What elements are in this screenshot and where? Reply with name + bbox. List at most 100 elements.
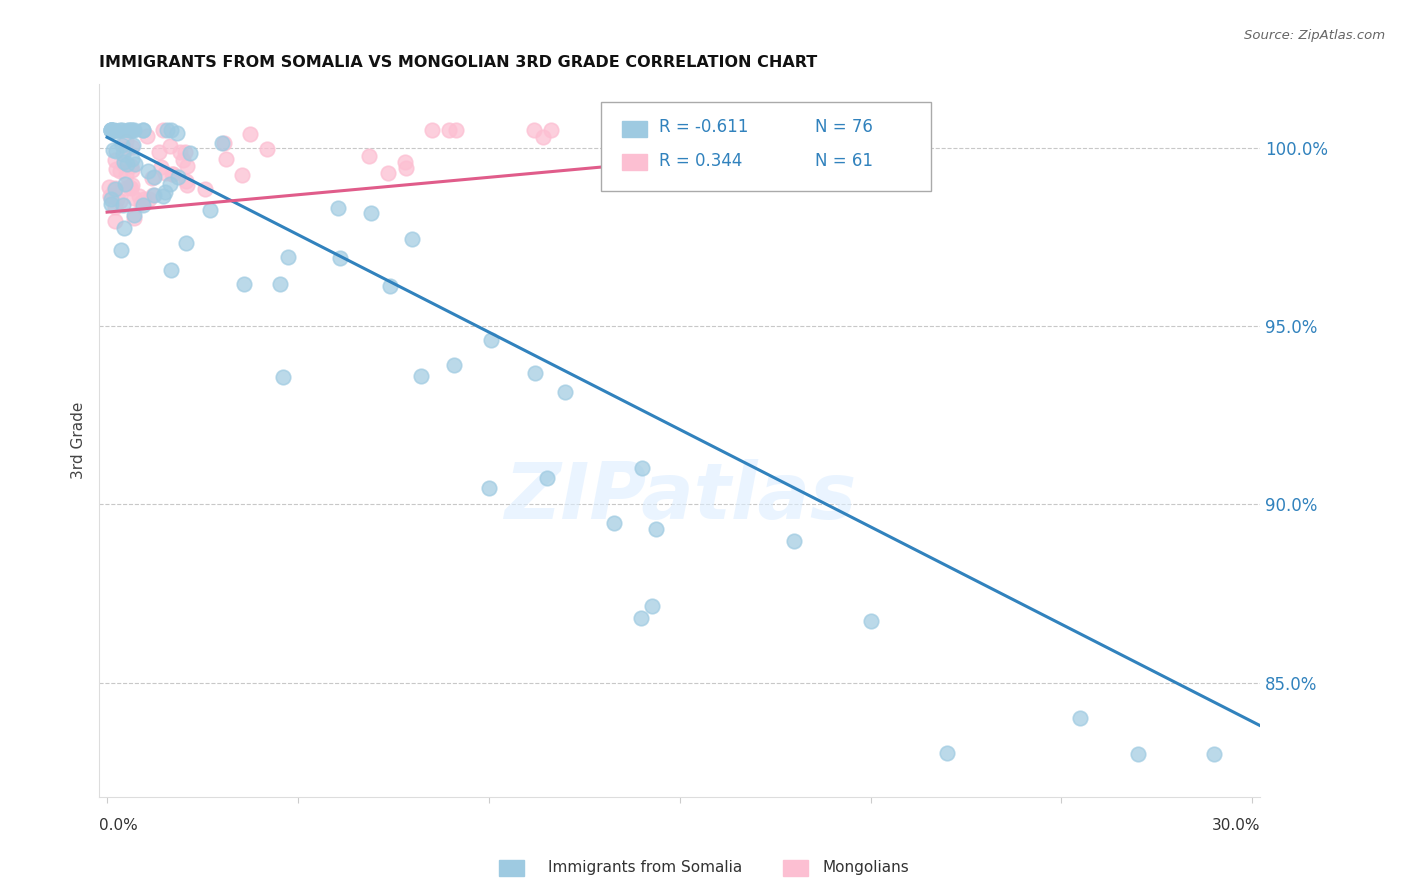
Point xyxy=(103,143,125,157)
Point xyxy=(179,146,201,161)
Point xyxy=(156,123,179,137)
Y-axis label: 3rd Grade: 3rd Grade xyxy=(72,401,86,479)
Point xyxy=(110,243,132,257)
Point xyxy=(115,157,138,171)
Point xyxy=(103,183,125,197)
Point xyxy=(100,196,122,211)
Point xyxy=(641,599,664,613)
Point xyxy=(121,152,143,166)
Point xyxy=(176,235,198,250)
Point xyxy=(101,123,124,137)
Point xyxy=(153,166,176,180)
Point xyxy=(401,232,423,246)
Point xyxy=(377,166,399,180)
Point xyxy=(630,461,652,475)
Point xyxy=(132,123,155,137)
Point xyxy=(174,145,197,159)
Point xyxy=(141,170,163,185)
Point xyxy=(536,471,558,485)
Point xyxy=(328,201,350,215)
Point xyxy=(104,124,127,138)
Point xyxy=(159,139,181,153)
Point xyxy=(160,262,183,277)
Point xyxy=(409,369,432,384)
Point xyxy=(481,333,503,347)
Point xyxy=(1202,747,1225,761)
Point xyxy=(117,123,139,137)
Point xyxy=(233,277,256,291)
Point xyxy=(104,214,127,228)
Point xyxy=(121,123,143,137)
Point xyxy=(176,178,198,192)
Point xyxy=(120,159,142,173)
Point xyxy=(112,155,135,169)
Point xyxy=(100,123,122,137)
Text: N = 61: N = 61 xyxy=(815,152,873,169)
Point xyxy=(104,153,127,168)
Point xyxy=(114,135,136,149)
Point xyxy=(105,193,128,207)
Point xyxy=(100,123,122,137)
Point xyxy=(136,129,159,144)
Point xyxy=(120,181,142,195)
Point xyxy=(523,366,546,380)
Point xyxy=(98,189,121,203)
Point xyxy=(104,200,127,214)
Point xyxy=(523,123,546,137)
Point xyxy=(112,147,135,161)
Point xyxy=(169,145,191,159)
Point xyxy=(540,123,562,137)
Point xyxy=(194,182,217,196)
Point xyxy=(444,123,467,137)
Point xyxy=(238,128,260,142)
Point xyxy=(437,123,460,137)
Point xyxy=(603,516,626,531)
Point xyxy=(104,161,127,176)
Point xyxy=(1069,711,1091,725)
Point xyxy=(231,168,253,182)
Point xyxy=(122,191,145,205)
Point xyxy=(134,192,156,206)
Point xyxy=(112,221,135,235)
Point xyxy=(172,153,194,167)
Text: ZIPatlas: ZIPatlas xyxy=(503,459,856,535)
Point xyxy=(112,156,135,170)
Point xyxy=(360,206,382,220)
Point xyxy=(103,123,125,137)
Point xyxy=(533,129,555,144)
Point xyxy=(100,123,122,137)
Point xyxy=(132,123,155,137)
FancyBboxPatch shape xyxy=(621,121,647,136)
Point xyxy=(152,123,174,137)
Point xyxy=(215,152,238,166)
Point xyxy=(121,178,143,192)
Point xyxy=(277,251,299,265)
Point xyxy=(160,167,183,181)
Text: Immigrants from Somalia: Immigrants from Somalia xyxy=(548,860,742,874)
Point xyxy=(935,746,957,760)
Point xyxy=(166,126,188,140)
Point xyxy=(129,196,152,211)
Text: R = 0.344: R = 0.344 xyxy=(659,152,742,169)
Text: Source: ZipAtlas.com: Source: ZipAtlas.com xyxy=(1244,29,1385,42)
Point xyxy=(149,161,172,175)
FancyBboxPatch shape xyxy=(621,154,647,170)
Point xyxy=(118,123,141,137)
Point xyxy=(136,163,159,178)
Point xyxy=(122,137,145,152)
Point xyxy=(478,481,501,495)
Point xyxy=(108,123,131,137)
Point xyxy=(104,180,127,194)
Text: 0.0%: 0.0% xyxy=(100,818,138,833)
Point xyxy=(101,189,124,203)
Point xyxy=(111,137,134,152)
Point xyxy=(256,142,278,156)
Point xyxy=(269,277,291,291)
Point xyxy=(200,203,222,218)
Point xyxy=(121,140,143,154)
Text: Mongolians: Mongolians xyxy=(823,860,910,874)
Point xyxy=(153,186,176,200)
Point xyxy=(128,189,150,203)
Point xyxy=(111,123,134,137)
Point xyxy=(162,167,184,181)
